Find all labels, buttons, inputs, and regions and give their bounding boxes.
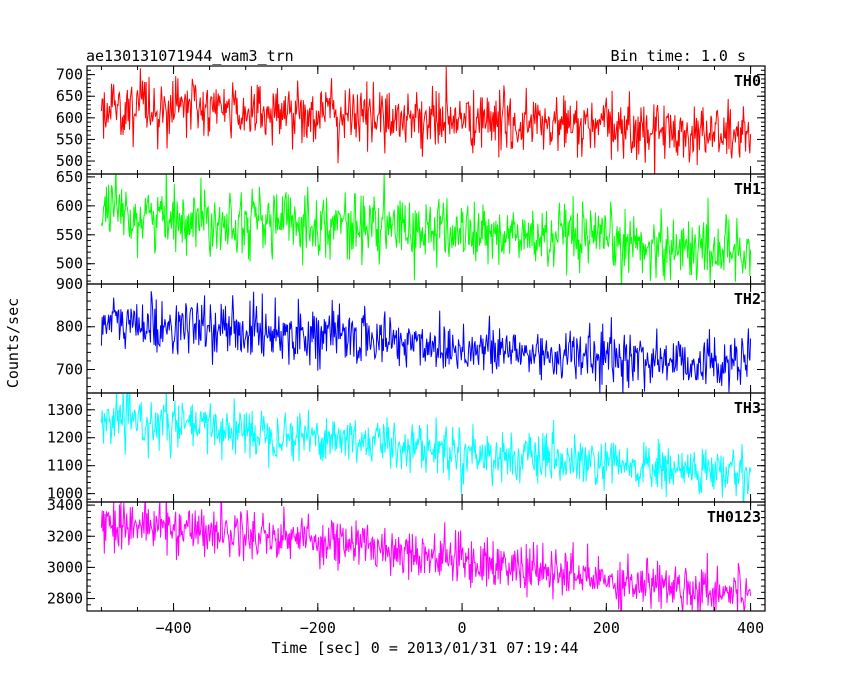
x-axis-title: Time [sec] 0 = 2013/01/31 07:19:44	[271, 639, 578, 657]
panel-th0: 500 550 600 650 700 TH0	[56, 65, 766, 175]
y-tick-label: 1100	[47, 457, 83, 475]
series-line-th0	[100, 66, 752, 174]
y-tick-label: 900	[56, 275, 83, 293]
y-tick-label: 800	[56, 318, 83, 336]
chart-title: ae130131071944_wam3_trn	[86, 47, 294, 65]
x-tick-label: 0	[458, 619, 467, 637]
panel-th0123: 2800 3000 3200 3400 TH0123	[47, 496, 766, 612]
y-tick-label: 2800	[47, 590, 83, 608]
x-axis: −400 −200 0 200 400	[155, 619, 764, 637]
y-tick-label: 3400	[47, 496, 83, 514]
panels-group: 500 550 600 650 700 TH0 500 550 600 650 TH1 700 800 9…	[47, 65, 766, 612]
y-tick-label: 650	[56, 168, 83, 186]
y-tick-label: 1000	[47, 485, 83, 503]
panel-frame	[86, 392, 766, 503]
x-tick-label: 400	[737, 619, 764, 637]
y-tick-label: 500	[56, 255, 83, 273]
series-line-th0123	[100, 502, 752, 611]
y-tick-label: 3200	[47, 527, 83, 545]
y-tick-label: 700	[56, 360, 83, 378]
series-line-th1	[100, 174, 752, 284]
panel-label: TH0123	[707, 508, 761, 526]
panel-th2: 700 800 900 TH2	[56, 275, 766, 394]
panel-label: TH0	[734, 72, 761, 90]
y-tick-label: 700	[56, 66, 83, 84]
x-tick-label: 200	[593, 619, 620, 637]
y-tick-label: 3000	[47, 558, 83, 576]
y-tick-label: 600	[56, 197, 83, 215]
x-tick-label: −400	[155, 619, 191, 637]
panel-label: TH1	[734, 180, 761, 198]
y-tick-label: 650	[56, 87, 83, 105]
series-line-th2	[100, 291, 752, 393]
panel-th3: 1000 1100 1200 1300 TH3	[47, 392, 766, 503]
panel-label: TH2	[734, 290, 761, 308]
y-tick-label: 1200	[47, 429, 83, 447]
y-axis-title: Counts/sec	[4, 298, 22, 388]
y-tick-label: 500	[56, 152, 83, 170]
y-tick-label: 1300	[47, 401, 83, 419]
y-tick-label: 550	[56, 226, 83, 244]
y-tick-label: 550	[56, 130, 83, 148]
series-line-th3	[100, 393, 752, 502]
panel-label: TH3	[734, 399, 761, 417]
y-tick-label: 600	[56, 109, 83, 127]
panel-th1: 500 550 600 650 TH1	[56, 168, 766, 285]
bin-time-label: Bin time: 1.0 s	[611, 47, 746, 65]
x-tick-label: −200	[300, 619, 336, 637]
